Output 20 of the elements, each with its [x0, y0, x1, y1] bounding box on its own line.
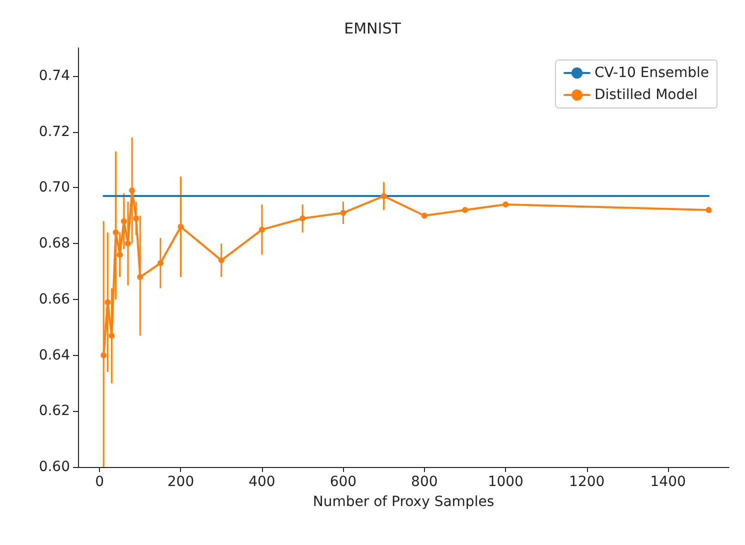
y-tick-label: 0.70 [38, 180, 70, 196]
y-tick-label: 0.74 [38, 68, 70, 84]
y-tick-label: 0.68 [38, 236, 70, 252]
x-tick-label: 1000 [488, 474, 524, 490]
y-tick-label: 0.66 [38, 291, 70, 308]
x-tick-label: 200 [167, 474, 194, 490]
y-tick-label: 0.64 [38, 347, 70, 364]
y-tick-label: 0.62 [38, 403, 70, 420]
x-tick-label: 400 [248, 474, 276, 490]
legend-label: CV-10 Ensemble [594, 65, 710, 81]
legend-label: Distilled Model [594, 87, 698, 103]
x-tick-label: 1400 [650, 474, 686, 490]
chart-title: EMNIST [344, 20, 402, 38]
y-tick-label: 0.72 [38, 124, 70, 140]
x-tick-label: 1200 [569, 474, 605, 490]
y-tick-label: 0.60 [38, 459, 70, 475]
x-tick-label: 0 [95, 474, 104, 490]
x-tick-label: 600 [330, 474, 357, 490]
x-axis-title: Number of Proxy Samples [312, 494, 494, 510]
x-tick-label: 800 [411, 474, 438, 490]
